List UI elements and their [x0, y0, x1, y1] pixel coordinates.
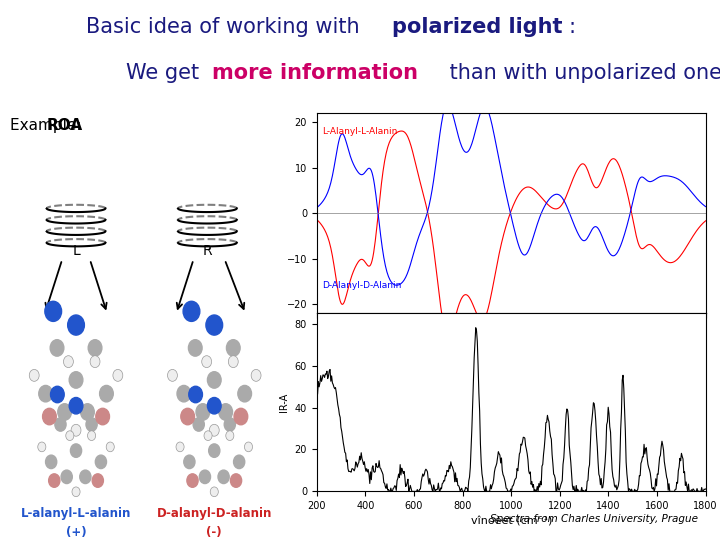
Circle shape	[50, 386, 64, 403]
Circle shape	[88, 431, 96, 441]
Text: L-Alanyl-L-Alanin: L-Alanyl-L-Alanin	[322, 127, 397, 136]
Circle shape	[71, 424, 81, 436]
Circle shape	[228, 356, 238, 368]
Text: (-): (-)	[207, 526, 222, 539]
Circle shape	[71, 444, 81, 457]
Circle shape	[69, 372, 83, 388]
Circle shape	[224, 418, 235, 431]
Circle shape	[199, 470, 210, 483]
Circle shape	[96, 408, 109, 425]
Circle shape	[226, 431, 234, 441]
X-axis label: vînoèet (cm⁻¹): vînoèet (cm⁻¹)	[470, 517, 552, 526]
Circle shape	[55, 418, 66, 431]
Circle shape	[209, 444, 220, 457]
Circle shape	[210, 487, 218, 497]
Text: polarized light: polarized light	[392, 17, 563, 37]
Circle shape	[90, 356, 100, 368]
Circle shape	[42, 408, 56, 425]
Text: R: R	[202, 244, 212, 258]
Circle shape	[245, 442, 253, 452]
Text: Spectra from Charles University, Prague: Spectra from Charles University, Prague	[490, 514, 698, 524]
Text: Example:: Example:	[10, 118, 86, 133]
Text: D-alanyl-D-alanin: D-alanyl-D-alanin	[156, 507, 272, 520]
Circle shape	[183, 301, 200, 321]
Text: than with unpolarized one: than with unpolarized one	[443, 63, 720, 83]
Circle shape	[61, 470, 72, 483]
Circle shape	[68, 315, 84, 335]
Circle shape	[204, 431, 212, 441]
Circle shape	[207, 397, 221, 414]
Circle shape	[63, 356, 73, 368]
Circle shape	[196, 404, 210, 420]
Circle shape	[86, 418, 97, 431]
Text: L: L	[72, 244, 80, 258]
Circle shape	[219, 404, 233, 420]
Circle shape	[66, 431, 74, 441]
Text: :: :	[569, 17, 576, 37]
Circle shape	[207, 372, 221, 388]
Circle shape	[189, 340, 202, 356]
Circle shape	[37, 442, 46, 452]
Text: ROA: ROA	[47, 118, 83, 133]
Y-axis label: IR-A: IR-A	[279, 393, 289, 412]
Text: Basic idea of working with: Basic idea of working with	[86, 17, 366, 37]
Circle shape	[39, 386, 53, 402]
Circle shape	[187, 474, 198, 487]
Circle shape	[168, 369, 177, 381]
Text: D-Alanyl-D-Alanin: D-Alanyl-D-Alanin	[322, 281, 401, 291]
Circle shape	[251, 369, 261, 381]
Circle shape	[69, 397, 83, 414]
Circle shape	[45, 455, 57, 469]
Circle shape	[50, 340, 64, 356]
Circle shape	[184, 455, 195, 469]
Circle shape	[238, 386, 251, 402]
Circle shape	[58, 404, 71, 420]
Circle shape	[189, 386, 202, 403]
Circle shape	[226, 340, 240, 356]
Circle shape	[80, 470, 91, 483]
Circle shape	[107, 442, 114, 452]
Circle shape	[81, 404, 94, 420]
Text: more information: more information	[212, 63, 418, 83]
Circle shape	[181, 408, 194, 425]
Text: (+): (+)	[66, 526, 86, 539]
Circle shape	[193, 418, 204, 431]
Circle shape	[45, 301, 62, 321]
Circle shape	[233, 455, 245, 469]
Circle shape	[218, 470, 229, 483]
Circle shape	[95, 455, 107, 469]
Circle shape	[230, 474, 242, 487]
Text: We get: We get	[126, 63, 206, 83]
Circle shape	[234, 408, 248, 425]
Circle shape	[92, 474, 104, 487]
Circle shape	[72, 487, 80, 497]
Circle shape	[206, 315, 222, 335]
Circle shape	[210, 424, 219, 436]
Circle shape	[113, 369, 123, 381]
Circle shape	[30, 369, 39, 381]
Circle shape	[99, 386, 113, 402]
Text: L-alanyl-L-alanin: L-alanyl-L-alanin	[21, 507, 131, 520]
Circle shape	[176, 442, 184, 452]
Circle shape	[202, 356, 212, 368]
Circle shape	[177, 386, 191, 402]
Circle shape	[49, 474, 60, 487]
Circle shape	[88, 340, 102, 356]
